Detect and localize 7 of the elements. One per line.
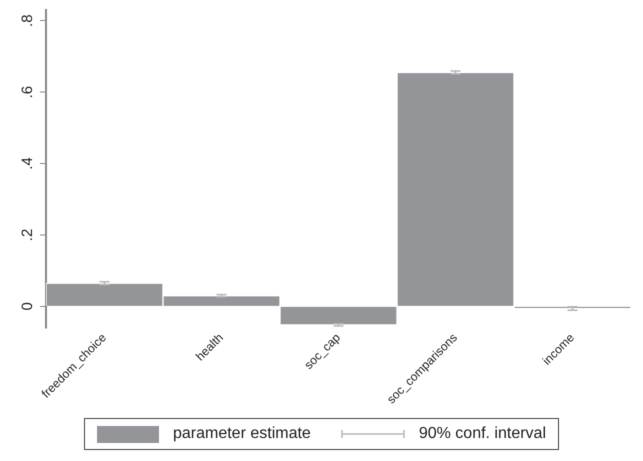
y-tick-label: .2: [19, 228, 36, 242]
y-tick-label: 0: [19, 302, 36, 311]
text: 90% conf. interval: [418, 425, 546, 443]
y-tick-label: .8: [19, 14, 36, 27]
y-tick-label: .4: [19, 157, 36, 170]
y-tick-label: .6: [19, 86, 36, 98]
legend-label: parameter estimate: [172, 425, 311, 443]
